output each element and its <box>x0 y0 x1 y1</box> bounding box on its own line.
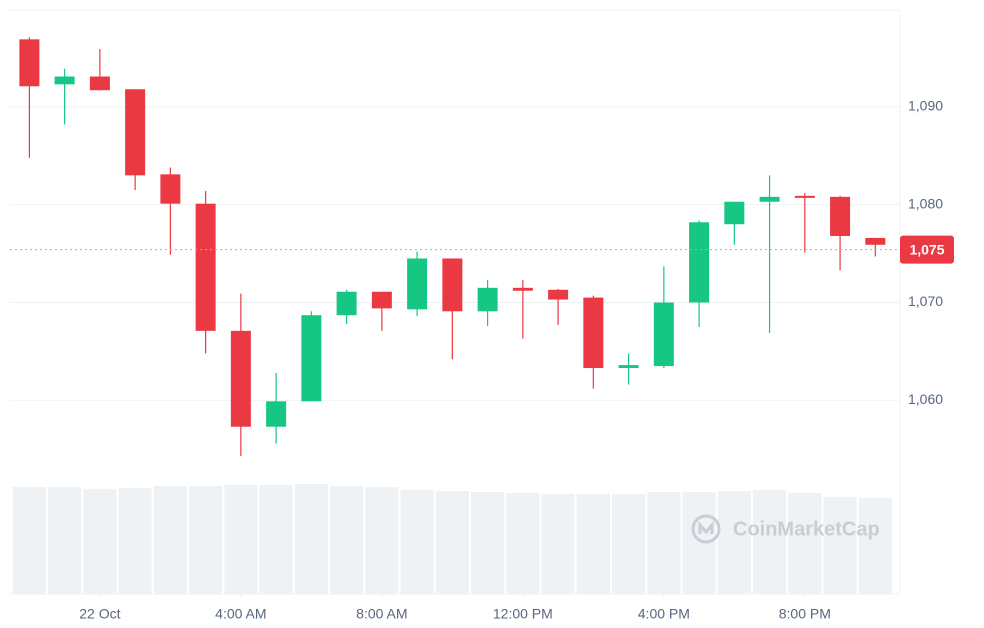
watermark: CoinMarketCap <box>733 518 880 540</box>
candle-body <box>195 203 216 331</box>
volume-bar <box>823 497 857 594</box>
candle-body <box>653 302 674 367</box>
x-tick-label: 12:00 PM <box>493 606 553 622</box>
watermark-logo <box>691 514 721 544</box>
candle-body <box>54 76 75 85</box>
volume-bar <box>153 486 187 594</box>
volume-bar <box>576 494 610 594</box>
x-tick-label: 4:00 AM <box>215 606 266 622</box>
volume-bar <box>118 488 152 594</box>
volume-bar <box>294 484 328 594</box>
candle-body <box>89 76 110 91</box>
x-tick-label: 22 Oct <box>79 606 120 622</box>
volume-bar <box>541 494 575 594</box>
volume-bar <box>470 492 505 594</box>
candle-body <box>266 401 287 427</box>
volume-bar <box>224 485 258 594</box>
candle-body <box>442 258 463 312</box>
candle-body <box>125 89 146 176</box>
volume-bar <box>259 485 293 594</box>
candle-body <box>407 258 428 310</box>
volume-bar <box>682 492 716 594</box>
candle-body <box>794 195 815 198</box>
volume-bar <box>717 491 751 594</box>
candle-body <box>230 330 251 427</box>
candle-body <box>160 174 181 204</box>
volume-bar <box>48 487 82 594</box>
candle-body <box>19 39 40 87</box>
volume-bar <box>858 498 892 594</box>
volume-bar <box>365 487 399 594</box>
candle-body <box>759 196 780 202</box>
candle-body <box>583 297 604 369</box>
candle-body <box>477 287 498 312</box>
volume-bar <box>788 493 822 594</box>
x-tick-label: 8:00 AM <box>356 606 407 622</box>
candle-body <box>371 291 392 309</box>
volume-bar <box>83 489 117 594</box>
candle-body <box>724 201 745 225</box>
y-tick-label: 1,080 <box>908 195 943 211</box>
current-price-badge <box>900 235 954 264</box>
candle-body <box>618 365 639 369</box>
volume-bar <box>400 490 434 594</box>
volume-bar <box>647 492 681 594</box>
y-tick-label: 1,090 <box>908 98 943 114</box>
y-tick-label: 1,060 <box>908 391 943 407</box>
candle-body <box>865 237 886 245</box>
candle-body <box>336 291 357 316</box>
x-tick-label: 8:00 PM <box>779 606 831 622</box>
current-price-label: 1,075 <box>909 241 944 257</box>
volume-bar <box>329 486 364 594</box>
volume-bar <box>189 486 223 594</box>
volume-bar <box>506 493 540 594</box>
candle-body <box>548 289 569 300</box>
candle-body <box>512 287 533 291</box>
volume-bar <box>752 490 787 594</box>
candle-body <box>689 222 710 303</box>
volume-bar <box>12 487 47 594</box>
x-tick-label: 4:00 PM <box>638 606 690 622</box>
candle-body <box>301 315 322 402</box>
y-tick-label: 1,070 <box>908 293 943 309</box>
volume-bar <box>435 491 469 594</box>
volume-bar <box>611 494 646 594</box>
candle-body <box>830 196 851 236</box>
